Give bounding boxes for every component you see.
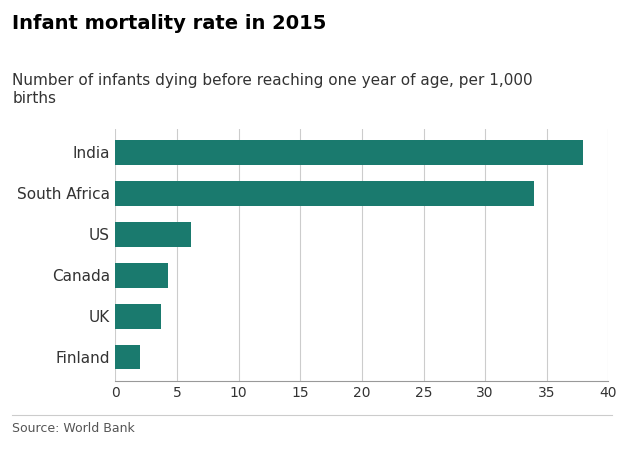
Bar <box>115 181 535 206</box>
Bar <box>115 263 168 287</box>
Bar <box>115 345 140 369</box>
Text: Number of infants dying before reaching one year of age, per 1,000
births: Number of infants dying before reaching … <box>12 73 533 106</box>
Text: Infant mortality rate in 2015: Infant mortality rate in 2015 <box>12 14 327 33</box>
Bar <box>115 222 190 246</box>
Text: Source: World Bank: Source: World Bank <box>12 422 135 435</box>
Bar <box>115 304 161 329</box>
Bar <box>115 140 583 165</box>
